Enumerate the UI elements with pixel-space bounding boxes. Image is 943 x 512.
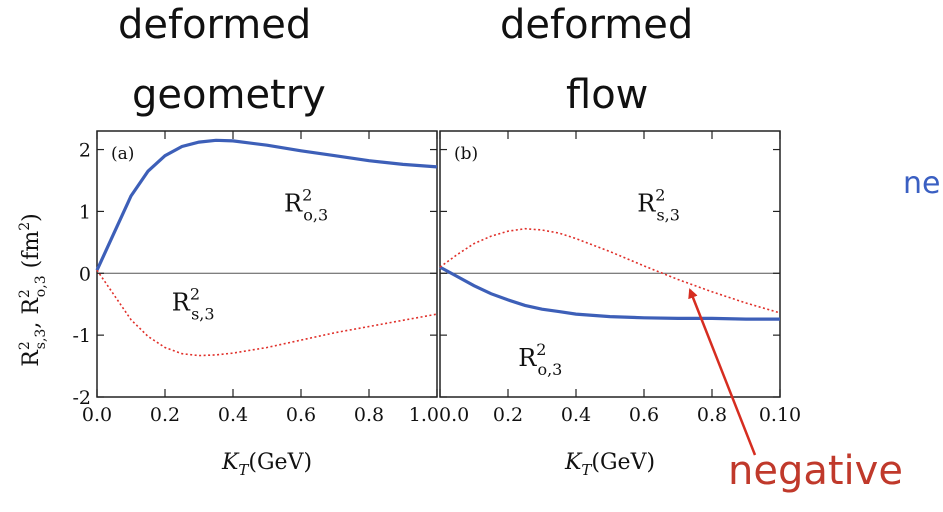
side-text-fragment: ne: [903, 166, 941, 201]
series-line-Rs3: [439, 227, 781, 314]
x-axis-title: KT(GeV): [564, 450, 655, 479]
plot-frame: [439, 130, 781, 398]
x-tick-label: 0.6: [629, 404, 659, 426]
heading-left-line2: geometry: [132, 72, 326, 118]
panel-label: (a): [111, 144, 134, 164]
plot-frame: [96, 130, 438, 398]
y-tick-label: 0: [79, 263, 91, 285]
x-axis-title: KT(GeV): [221, 450, 312, 479]
y-tick-label: -2: [72, 387, 91, 409]
curve-label: R2 s,3: [172, 284, 215, 323]
annotation-arrow: [688, 288, 757, 456]
heading-right-line1: deformed: [500, 2, 694, 48]
panel-a: 0.0 0.2 0.4 0.6 0.8 1.0 -2 -1 0 1 2 KT(GeV) (a) R2 o,3…: [72, 130, 439, 479]
heading-left-line1: deformed: [118, 2, 312, 48]
panel-b: 0.0 0.2 0.4 0.6 0.8 0.10 KT(GeV) (b) R2 s,3 R2 o,3: [439, 130, 801, 479]
x-tick-label: 0.2: [150, 404, 180, 426]
x-tick-label: 0.10: [759, 404, 801, 426]
x-tick-label: 0.8: [697, 404, 727, 426]
x-tick-label: 0.4: [218, 404, 248, 426]
panel-label: (b): [454, 144, 478, 164]
x-tick-label: 0.6: [286, 404, 316, 426]
y-axis-title: R2s,3, R2o,3 (fm2): [17, 213, 49, 366]
series-line-Ro3: [95, 138, 438, 271]
negative-annotation: negative: [728, 448, 903, 494]
x-tick-label: 0.0: [82, 404, 112, 426]
curve-label: R2 o,3: [518, 340, 562, 379]
x-tick-label: 0.2: [493, 404, 523, 426]
heading-right-line2: flow: [566, 72, 649, 118]
y-tick-label: 1: [79, 201, 91, 223]
curve-label: R2 s,3: [637, 185, 680, 224]
x-tick-label: 0.0: [439, 404, 469, 426]
y-tick-label: 2: [79, 140, 91, 162]
x-tick-label: 0.4: [561, 404, 591, 426]
series-line-Ro3: [439, 265, 780, 321]
curve-label: R2 o,3: [284, 185, 328, 224]
x-tick-label: 0.8: [354, 404, 384, 426]
y-tick-label: -1: [72, 325, 91, 347]
x-tick-label: 1.0: [409, 404, 439, 426]
series-line-Rs3: [96, 269, 438, 357]
